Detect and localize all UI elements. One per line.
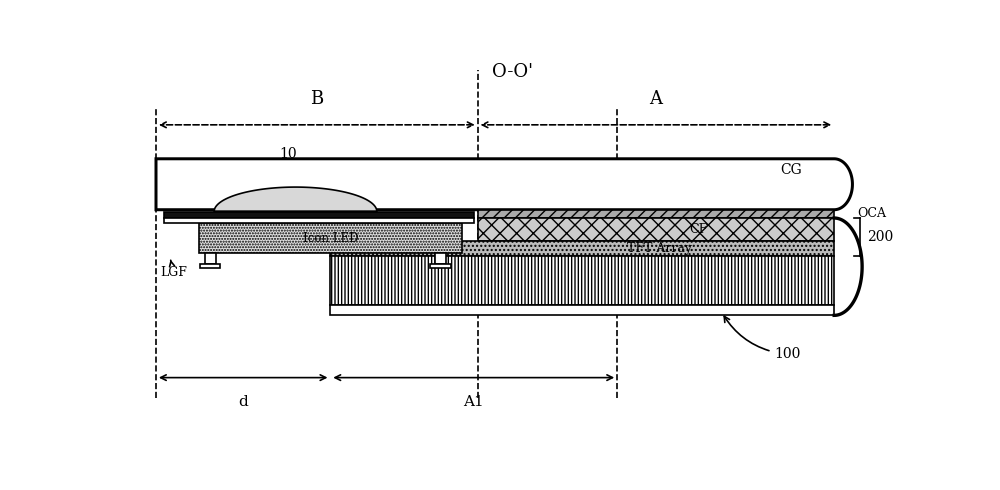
Bar bbox=[330, 305, 834, 316]
Bar bbox=[199, 223, 462, 253]
Bar bbox=[330, 242, 834, 256]
Text: CG: CG bbox=[780, 163, 802, 177]
Text: TFT Array: TFT Array bbox=[627, 242, 692, 255]
Bar bbox=[430, 265, 451, 268]
Polygon shape bbox=[214, 187, 377, 212]
Text: OCA: OCA bbox=[857, 207, 886, 220]
Text: 200: 200 bbox=[867, 230, 894, 244]
Text: 100: 100 bbox=[724, 316, 801, 362]
Text: LGF: LGF bbox=[160, 260, 187, 279]
Bar bbox=[435, 253, 446, 265]
Bar bbox=[205, 253, 216, 265]
Bar bbox=[478, 210, 834, 218]
Bar bbox=[330, 256, 834, 305]
Bar bbox=[164, 218, 474, 223]
Text: O-O': O-O' bbox=[492, 63, 533, 81]
Text: A1: A1 bbox=[463, 394, 484, 409]
Text: CF: CF bbox=[689, 223, 708, 236]
Bar bbox=[200, 265, 220, 268]
Text: B: B bbox=[310, 90, 323, 108]
Bar bbox=[164, 212, 474, 218]
Text: d: d bbox=[238, 394, 248, 409]
Bar bbox=[478, 218, 834, 242]
Text: A: A bbox=[649, 90, 662, 108]
Text: 10: 10 bbox=[279, 147, 297, 161]
Polygon shape bbox=[156, 159, 852, 210]
Polygon shape bbox=[834, 218, 950, 316]
Text: Icon LED: Icon LED bbox=[303, 231, 358, 245]
